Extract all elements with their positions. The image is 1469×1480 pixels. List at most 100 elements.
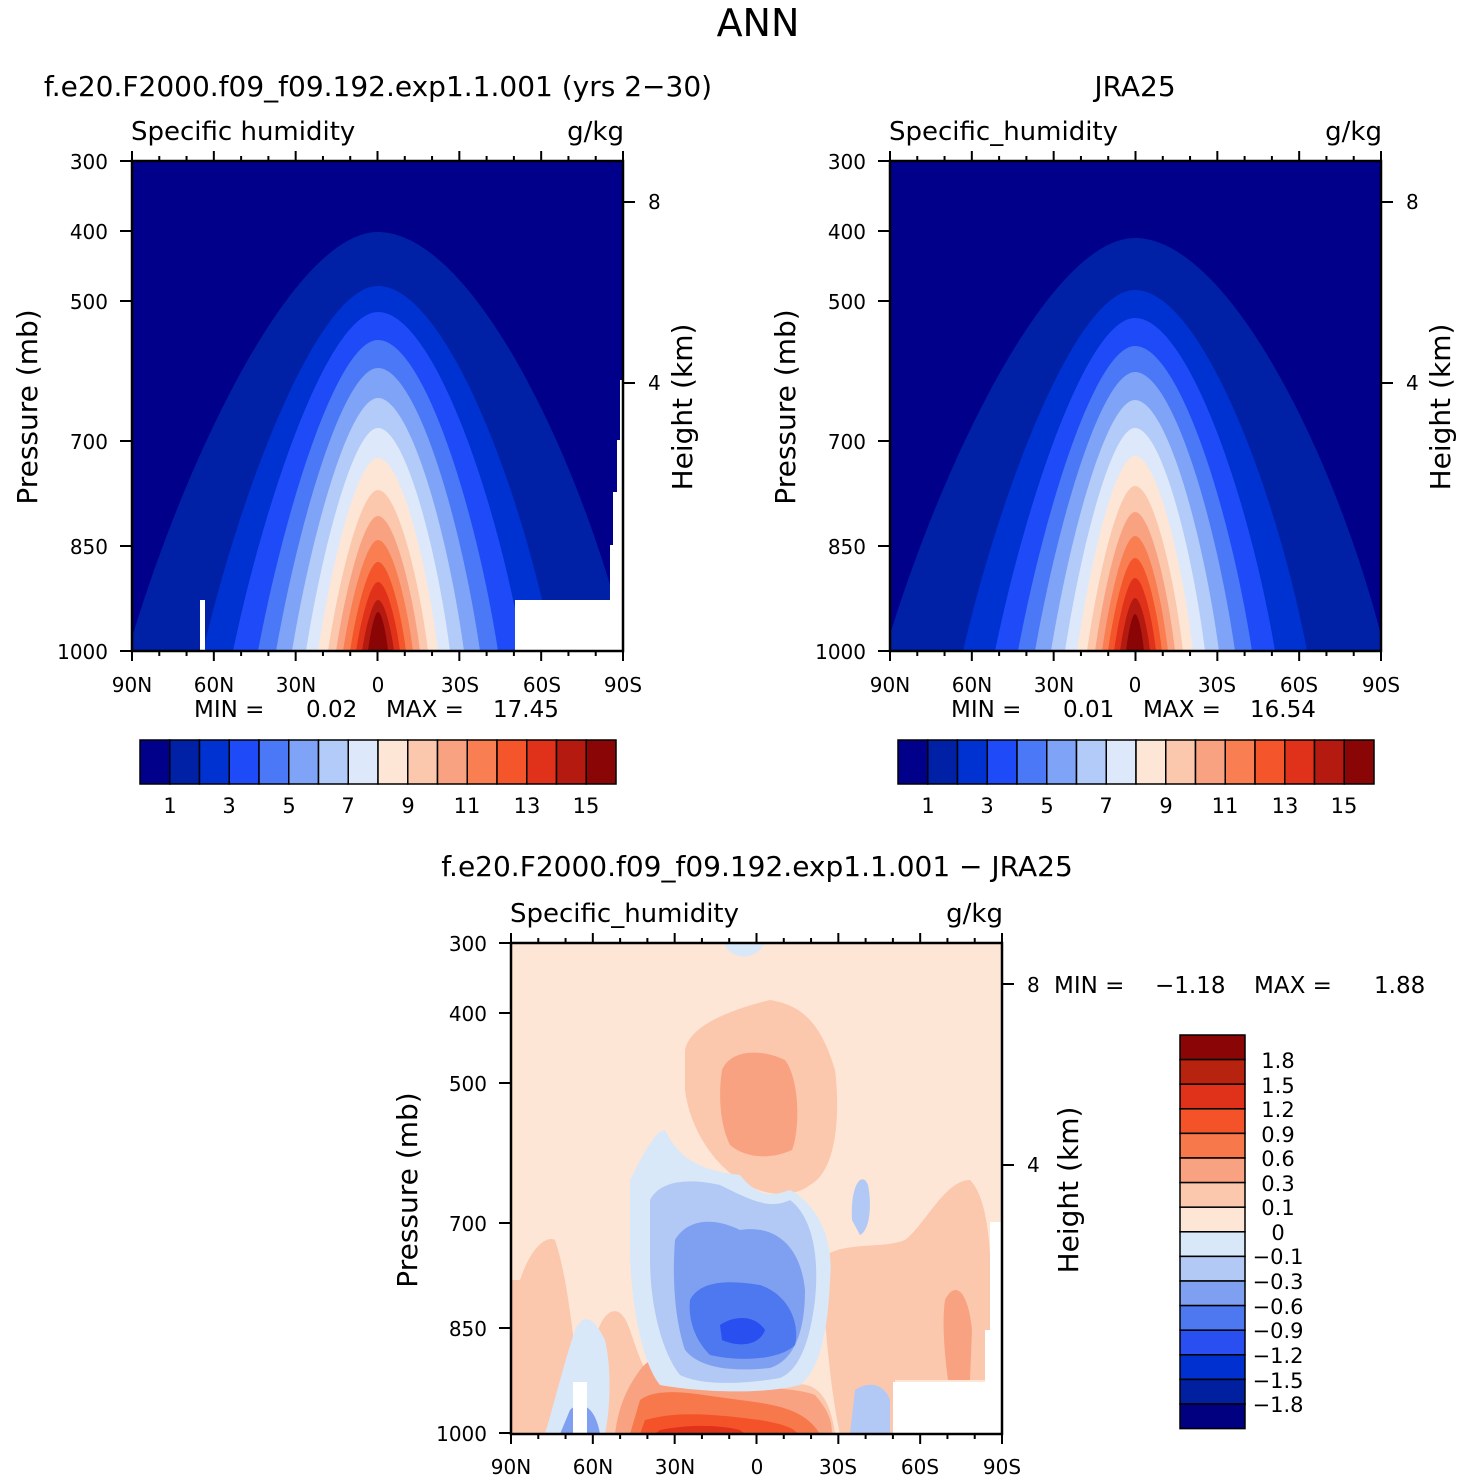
panel-model-min-value: 0.02 [306,697,357,723]
panel-diff-ytick-right-8: 8 [1027,973,1040,997]
panel-obs-cbar-label-9: 9 [1159,794,1172,818]
contour-band-15 [368,612,388,651]
panel-model-ytick-right-4: 4 [648,371,661,395]
colorbar-cell-1 [927,739,959,785]
panel-obs-ytick-right-4: 4 [1406,371,1419,395]
panel-diff: f.e20.F2000.f09_f09.192.exp1.1.001 − JRA… [391,850,1425,1479]
panel-diff-xtick-90s: 90S [983,1455,1021,1479]
panel-model-cbar-label-1: 1 [163,794,176,818]
colorbar-cell-11 [466,739,498,785]
panel-model-ytick-700: 700 [70,430,108,454]
panel-model-variable: Specific humidity [131,117,355,147]
figure-title: ANN [717,1,800,45]
panel-obs-ytick-right-8: 8 [1406,190,1419,214]
colorbar-cell-13 [1284,739,1316,785]
panel-diff-cbar-label-1p8: 1.8 [1261,1049,1294,1073]
panel-diff-ytick-700: 700 [449,1212,487,1236]
colorbar-cell-5 [1179,1157,1246,1184]
panel-obs-ylabel-right: Height (km) [1424,324,1457,491]
panel-obs: JRA25 Specific_humidity g/kg Pressure (m… [769,70,1457,818]
panel-model-colorbar [139,739,617,785]
panel-diff-cbar-label-0: 0 [1271,1221,1284,1245]
panel-diff-cbar-label-neg0p9: −0.9 [1253,1319,1304,1343]
panel-diff-xtick-0: 0 [751,1455,764,1479]
colorbar-cell-0 [1179,1034,1246,1061]
colorbar-cell-15 [585,739,617,785]
panel-model-ytick-850: 850 [70,535,108,559]
panel-model-cbar-label-5: 5 [282,794,295,818]
colorbar-cell-11 [1224,739,1256,785]
panel-diff-xtick-30s: 30S [819,1455,857,1479]
colorbar-cell-15 [1179,1403,1246,1430]
panel-model-xtick-90s: 90S [604,673,642,697]
colorbar-cell-3 [1179,1108,1246,1135]
panel-diff-variable: Specific_humidity [510,899,739,929]
colorbar-cell-2 [956,739,988,785]
panel-diff-ytick-500: 500 [449,1072,487,1096]
panel-diff-cbar-label-1p5: 1.5 [1261,1074,1294,1098]
colorbar-cell-6 [317,739,349,785]
panel-diff-units: g/kg [946,899,1003,929]
panel-obs-min-value: 0.01 [1063,697,1114,723]
panel-model-xtick-60s: 60S [523,673,561,697]
panel-diff-ylabel-right: Height (km) [1052,1107,1085,1274]
panel-obs-xtick-60s: 60S [1280,673,1318,697]
panel-model-ytick-300: 300 [70,150,108,174]
panel-model-cbar-label-9: 9 [401,794,414,818]
colorbar-cell-3 [986,739,1018,785]
colorbar-cell-6 [1075,739,1107,785]
panel-obs-cbar-label-13: 13 [1272,794,1299,818]
panel-obs-variable: Specific_humidity [889,117,1118,147]
panel-obs-cbar-label-3: 3 [980,794,993,818]
panel-obs-cbar-label-15: 15 [1331,794,1358,818]
panel-obs-xtick-90s: 90S [1362,673,1400,697]
panel-obs-subtitle: JRA25 [1092,70,1175,103]
panel-model-ylabel: Pressure (mb) [11,309,44,504]
panel-model-xtick-0: 0 [372,673,385,697]
panel-obs-xtick-90n: 90N [870,673,910,697]
panel-diff-cbar-label-0p9: 0.9 [1261,1123,1294,1147]
panel-obs-ytick-400: 400 [828,220,866,244]
panel-diff-cbar-label-0p6: 0.6 [1261,1147,1294,1171]
colorbar-cell-15 [1343,739,1375,785]
panel-model-xtick-60n: 60N [194,673,234,697]
panel-model-max-value: 17.45 [493,697,559,723]
panel-diff-cbar-label-neg1p8: −1.8 [1253,1393,1304,1417]
panel-diff-cbar-label-neg0p3: −0.3 [1253,1270,1304,1294]
colorbar-cell-10 [436,739,468,785]
panel-model-units: g/kg [567,117,624,147]
colorbar-cell-4 [258,739,290,785]
panel-diff-ytick-right-4: 4 [1027,1153,1040,1177]
colorbar-cell-9 [1165,739,1197,785]
colorbar-cell-8 [1135,739,1167,785]
panel-diff-contour-fill [511,943,1002,1434]
panel-diff-ylabel: Pressure (mb) [391,1092,424,1287]
panel-obs-ytick-1000: 1000 [815,640,866,664]
panel-obs-ytick-500: 500 [828,290,866,314]
colorbar-cell-12 [1179,1329,1246,1356]
colorbar-cell-4 [1179,1132,1246,1159]
colorbar-cell-10 [1179,1280,1246,1307]
panel-diff-cbar-label-1p2: 1.2 [1261,1098,1294,1122]
colorbar-cell-5 [288,739,320,785]
colorbar-cell-0 [139,739,171,785]
panel-model-cbar-label-7: 7 [341,794,354,818]
panel-obs-xtick-30s: 30S [1198,673,1236,697]
panel-model-missing-data [200,380,623,651]
panel-diff-min-label: MIN = [1054,973,1124,999]
panel-obs-cbar-label-11: 11 [1212,794,1239,818]
contour-band-15 [1126,614,1144,651]
panel-diff-xtick-30n: 30N [655,1455,695,1479]
panel-model-xtick-30n: 30N [276,673,316,697]
panel-obs-xtick-60n: 60N [952,673,992,697]
colorbar-cell-9 [1179,1255,1246,1282]
colorbar-cell-12 [1254,739,1286,785]
colorbar-cell-7 [1105,739,1137,785]
panel-model-ytick-500: 500 [70,290,108,314]
panel-diff-colorbar [1179,1034,1246,1430]
panel-obs-cbar-label-1: 1 [921,794,934,818]
colorbar-cell-10 [1194,739,1226,785]
panel-model-xtick-90n: 90N [112,673,152,697]
colorbar-cell-7 [1179,1206,1246,1233]
